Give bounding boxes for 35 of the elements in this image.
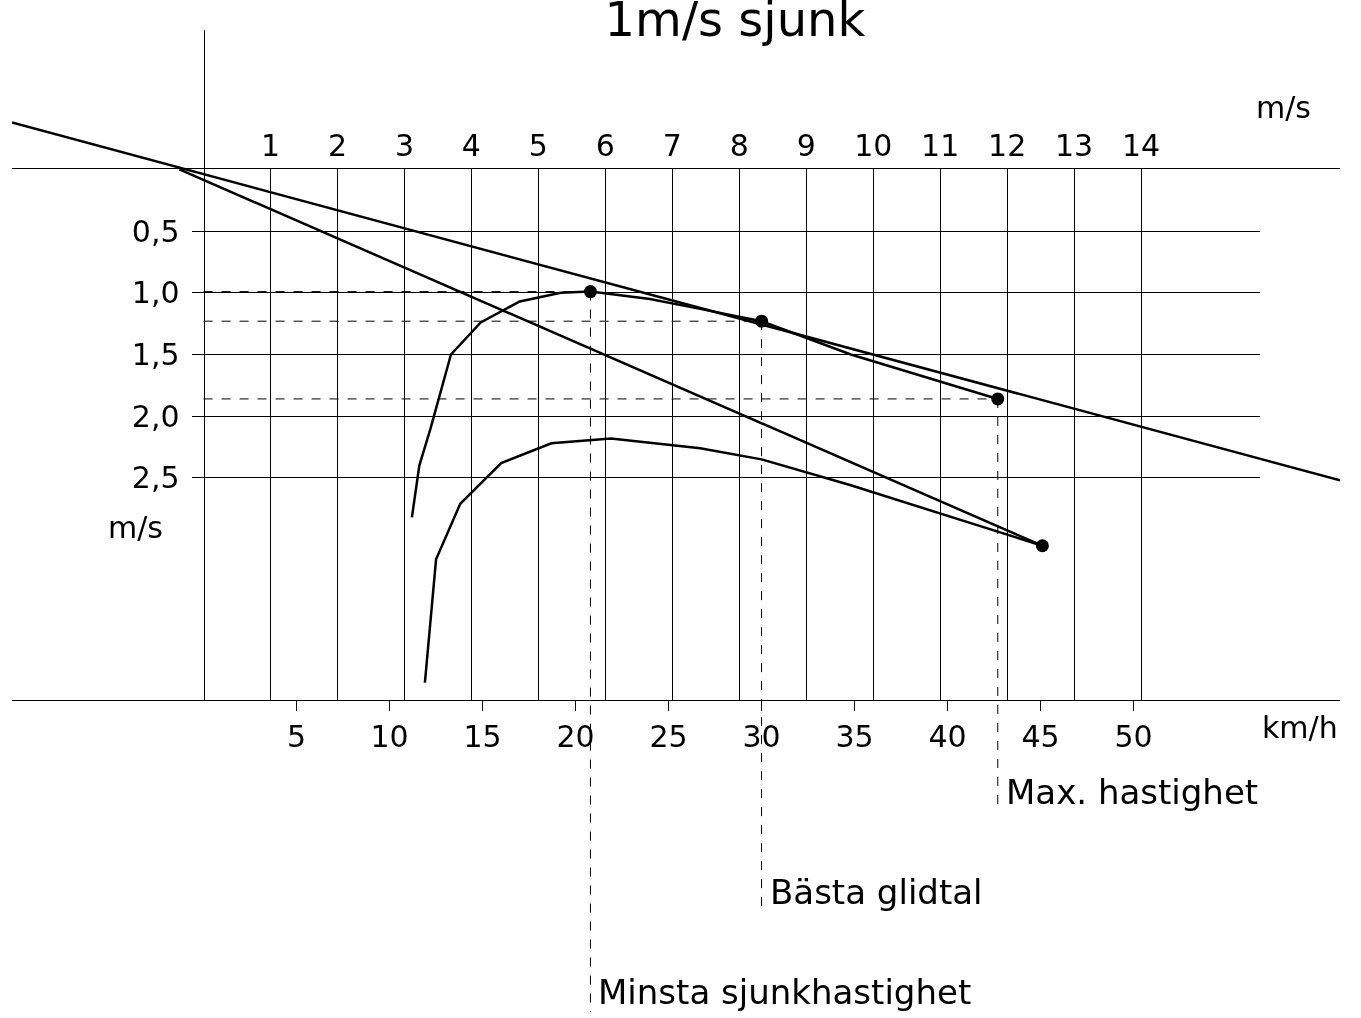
- x-tick-label: 25: [649, 719, 688, 754]
- annotation: Bästa glidtal: [770, 872, 983, 912]
- x2-tick-label: 3: [394, 128, 414, 164]
- x2-tick-label: 11: [921, 128, 960, 164]
- x-tick-label: 50: [1114, 719, 1153, 754]
- x2-tick-label: 6: [595, 128, 615, 164]
- x-tick-label: 30: [742, 719, 781, 754]
- annotation: Max. hastighet: [1006, 772, 1259, 812]
- x2-tick-label: 10: [854, 128, 893, 164]
- x2-tick-label: 2: [327, 128, 348, 164]
- annotation: Minsta sjunkhastighet: [598, 972, 972, 1012]
- x-tick-label: 40: [928, 719, 967, 754]
- x-tick-label: 5: [287, 719, 307, 754]
- x-tick-label: 10: [370, 719, 409, 754]
- y-tick-label: 1,0: [131, 275, 180, 311]
- x-tick-label: 20: [556, 719, 595, 754]
- y-tick-label: 2,0: [131, 398, 180, 434]
- x-axis-title: km/h: [1262, 710, 1338, 745]
- x2-tick-label: 12: [988, 128, 1027, 164]
- x2-tick-label: 5: [528, 128, 548, 164]
- x2-tick-label: 1: [260, 128, 281, 164]
- x-tick-label: 15: [463, 719, 502, 754]
- y-tick-label: 2,5: [131, 460, 180, 496]
- x-tick-label: 45: [1021, 719, 1060, 754]
- x2-tick-label: 8: [729, 128, 749, 164]
- x2-tick-label: 13: [1055, 128, 1094, 164]
- y-tick-label: 0,5: [131, 213, 180, 249]
- x2-tick-label: 4: [461, 128, 481, 164]
- y-tick-label: 1,5: [131, 337, 180, 373]
- y-axis-title: m/s: [108, 510, 163, 545]
- x2-tick-label: 14: [1122, 128, 1161, 164]
- x2-tick-label: 9: [796, 128, 816, 164]
- x2-tick-label: 7: [662, 128, 682, 164]
- x-tick-label: 35: [835, 719, 874, 754]
- x2-axis-title: m/s: [1256, 90, 1311, 125]
